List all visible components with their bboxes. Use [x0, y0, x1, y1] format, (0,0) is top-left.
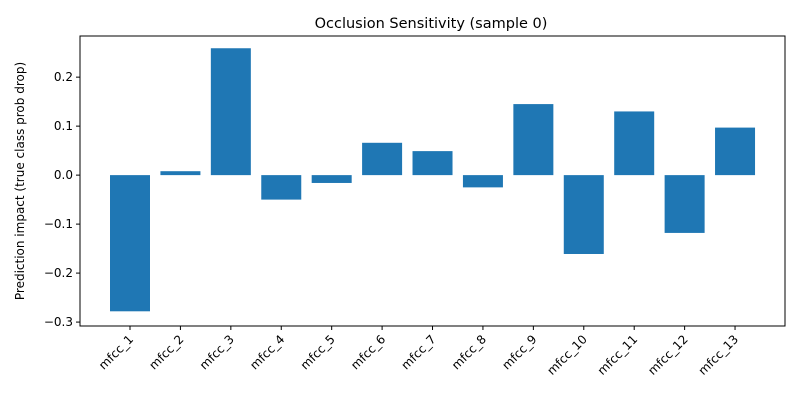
y-tick-label: −0.1: [44, 217, 73, 231]
x-tick-label: mfcc_10: [544, 332, 590, 378]
x-tick-label: mfcc_1: [96, 332, 136, 372]
chart-title: Occlusion Sensitivity (sample 0): [315, 16, 548, 32]
bar: [362, 142, 403, 176]
bar: [513, 104, 554, 176]
bar: [160, 171, 201, 176]
bar: [563, 175, 604, 254]
y-tick-label: −0.3: [44, 315, 73, 329]
bar: [210, 48, 251, 176]
x-tick-label: mfcc_6: [348, 332, 388, 372]
x-tick-label: mfcc_5: [298, 332, 338, 372]
x-tick-label: mfcc_12: [645, 332, 691, 378]
bar: [462, 175, 503, 188]
bar: [664, 175, 705, 233]
bar: [412, 151, 453, 176]
bar: [715, 127, 756, 176]
y-tick-label: 0.0: [54, 168, 73, 182]
y-axis-label: Prediction impact (true class prob drop): [13, 62, 27, 300]
x-tick-label: mfcc_7: [399, 332, 439, 372]
x-tick-label: mfcc_4: [247, 332, 287, 372]
bar: [614, 111, 655, 176]
y-tick-label: 0.2: [54, 70, 73, 84]
x-tick-label: mfcc_3: [197, 332, 237, 372]
y-tick-label: 0.1: [54, 119, 73, 133]
x-tick-label: mfcc_8: [449, 332, 489, 372]
x-tick-label: mfcc_9: [499, 332, 539, 372]
x-tick-label: mfcc_13: [696, 332, 742, 378]
x-tick-label: mfcc_11: [595, 332, 641, 378]
x-tick-label: mfcc_2: [146, 332, 186, 372]
bar: [110, 175, 150, 312]
y-tick-label: −0.2: [44, 266, 73, 280]
bar: [261, 175, 302, 200]
bar: [311, 175, 352, 183]
